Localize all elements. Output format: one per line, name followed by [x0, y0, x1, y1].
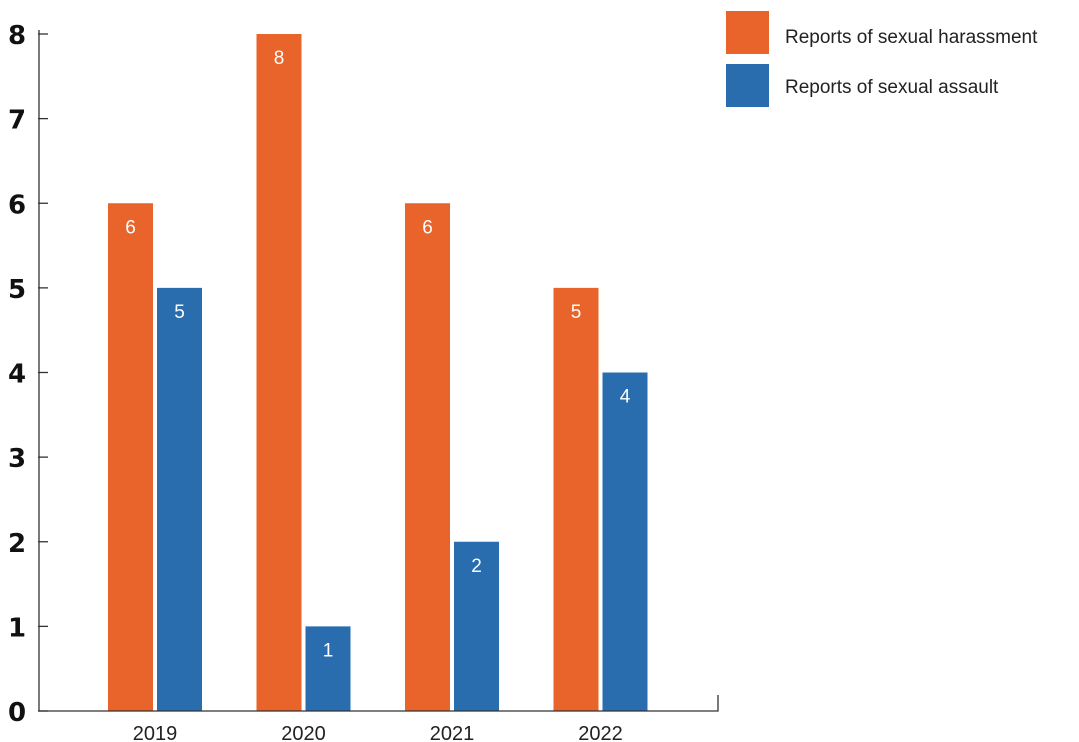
bar-assault-2021 [454, 541, 499, 711]
bar-harassment-2022 [553, 287, 599, 711]
legend-swatch-assault [726, 64, 769, 107]
data-label-harassment-2021: 6 [422, 217, 433, 238]
y-axis-ticks: 0 1 2 3 4 5 6 7 8 [8, 21, 48, 728]
legend-label-harassment: Reports of sexual harassment [785, 27, 1038, 48]
data-label-harassment-2020: 8 [274, 48, 285, 69]
y-tick-label: 2 [8, 529, 26, 559]
bar-harassment-2020 [256, 34, 302, 711]
y-tick-label: 0 [8, 698, 26, 728]
bars [108, 34, 648, 711]
y-tick-label: 8 [8, 21, 26, 51]
bar-assault-2020 [305, 626, 351, 711]
y-tick-label: 3 [8, 444, 26, 474]
data-label-assault-2020: 1 [323, 640, 334, 661]
y-tick-label: 1 [8, 613, 26, 643]
data-label-assault-2021: 2 [471, 556, 482, 577]
data-labels: 6 5 8 1 6 2 5 4 [125, 48, 631, 661]
y-tick-label: 5 [8, 275, 26, 305]
axis-frame [38, 30, 719, 712]
x-tick-label-2020: 2020 [281, 723, 326, 742]
bar-assault-2019 [157, 287, 202, 711]
bar-assault-2022 [602, 372, 648, 711]
data-label-harassment-2022: 5 [571, 302, 582, 323]
legend: Reports of sexual harassment Reports of … [726, 11, 1038, 107]
bar-harassment-2019 [108, 203, 153, 711]
y-tick-label: 7 [8, 106, 26, 136]
bar-harassment-2021 [405, 203, 450, 711]
data-label-assault-2019: 5 [174, 302, 185, 323]
data-label-assault-2022: 4 [620, 387, 631, 408]
x-tick-label-2021: 2021 [430, 723, 475, 742]
y-tick-label: 6 [8, 190, 26, 220]
data-label-harassment-2019: 6 [125, 217, 136, 238]
legend-swatch-harassment [726, 11, 769, 54]
y-tick-label: 4 [8, 360, 26, 390]
x-tick-label-2019: 2019 [133, 723, 178, 742]
legend-label-assault: Reports of sexual assault [785, 77, 999, 98]
x-axis-ticks: 2019 2020 2021 2022 [133, 723, 623, 742]
x-tick-label-2022: 2022 [578, 723, 623, 742]
legend-item-harassment: Reports of sexual harassment [726, 11, 1038, 54]
legend-item-assault: Reports of sexual assault [726, 64, 999, 107]
